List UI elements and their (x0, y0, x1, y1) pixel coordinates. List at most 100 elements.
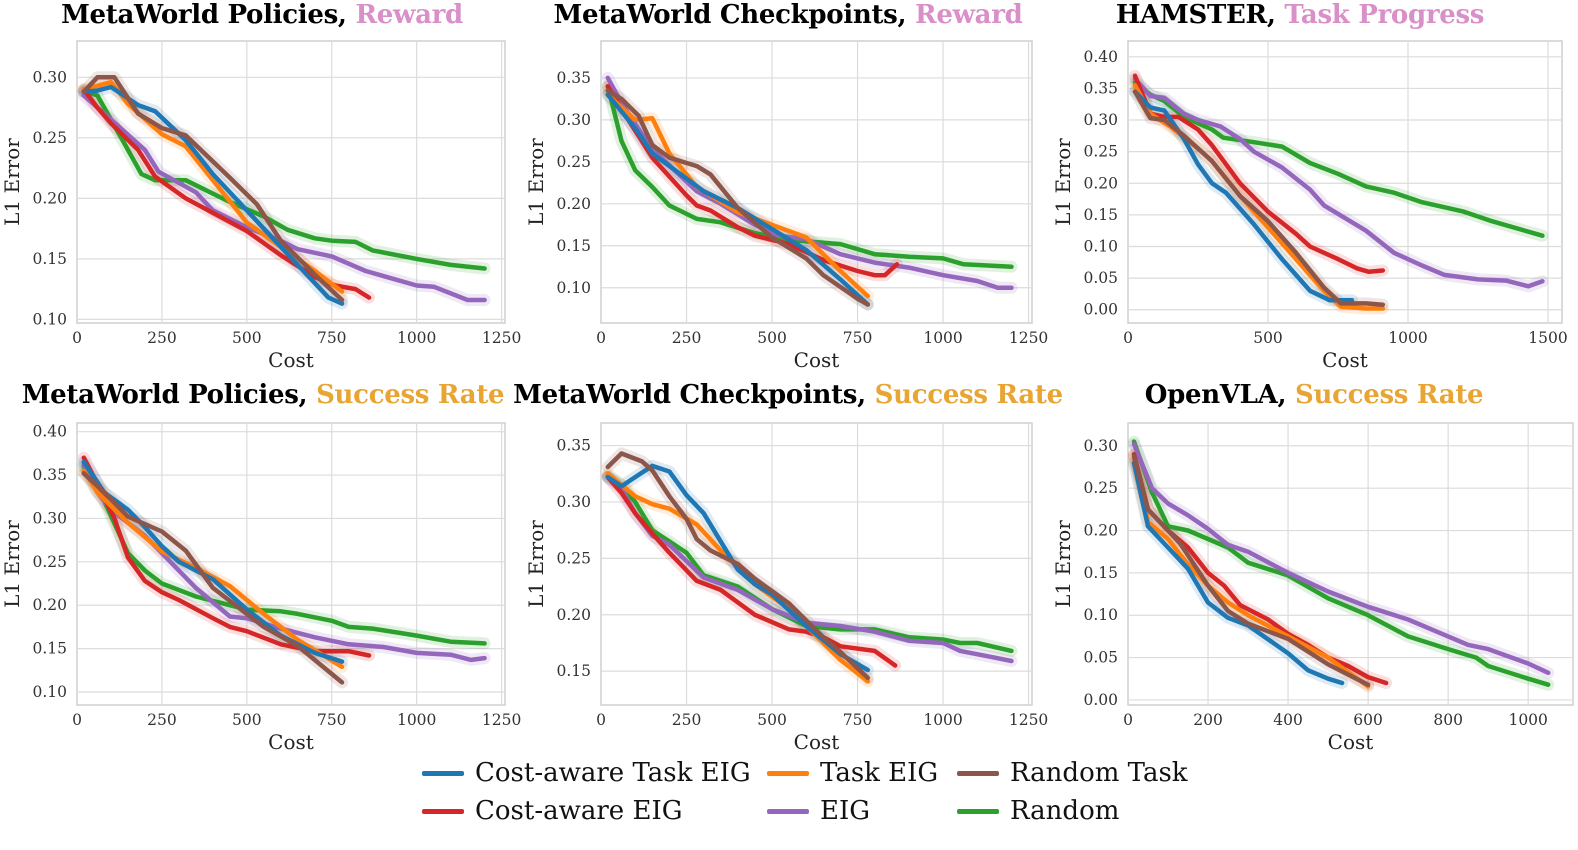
y-tick-label: 0.15 (32, 640, 67, 658)
legend-label: Cost-aware Task EIG (475, 758, 751, 788)
legend-item: Cost-aware EIG (422, 794, 767, 828)
y-axis-label: L1 Error (524, 138, 548, 226)
legend-swatch (767, 808, 809, 814)
title-metric: Reward (355, 0, 463, 30)
series-line-random-task (81, 471, 345, 685)
series-line-eig (605, 75, 1014, 291)
series-line-cost-aware-task-eig (81, 84, 345, 306)
subplot-2: 0 250 500 750 1000 1250 0.10 0.15 0.20 0.25 0.30 0.… (524, 40, 1048, 372)
y-tick-label: 0.00 (1083, 691, 1118, 709)
legend-swatch (422, 770, 464, 776)
x-tick-label: 750 (317, 329, 347, 347)
panel-title-5: MetaWorld Checkpoints, Success Rate (513, 380, 1063, 410)
title-main: MetaWorld Policies, (21, 380, 308, 410)
y-tick-label: 0.10 (1083, 606, 1118, 624)
x-tick-label: 0 (596, 711, 606, 729)
y-tick-label: 0.25 (1083, 479, 1118, 497)
legend-swatch (767, 770, 809, 776)
x-tick-label: 0 (596, 329, 606, 347)
x-tick-label: 500 (232, 711, 262, 729)
series-line-random-task (1131, 453, 1371, 687)
legend-item: Random (957, 794, 1197, 828)
series-line-task-eig (1131, 456, 1371, 689)
plot-area (600, 422, 1033, 706)
series-line-task-eig (605, 471, 871, 684)
x-axis-label: Cost (794, 730, 840, 754)
series-group (1129, 69, 1549, 315)
x-tick-label: 0 (72, 329, 82, 347)
legend-item: Task EIG (767, 756, 957, 790)
title-metric: Success Rate (316, 380, 505, 410)
y-tick-label: 0.30 (1083, 437, 1118, 455)
series-line-cost-aware-task-eig (1132, 89, 1355, 303)
x-tick-label: 500 (757, 329, 787, 347)
x-tick-label: 1000 (1508, 711, 1547, 729)
x-tick-label: 800 (1433, 711, 1463, 729)
title-main: MetaWorld Policies, (61, 0, 347, 30)
y-tick-label: 0.05 (1083, 649, 1118, 667)
series-line-cost-aware-eig (605, 84, 900, 278)
y-tick-label: 0.15 (1083, 206, 1118, 224)
x-axis-label: Cost (794, 348, 840, 372)
series-line-random (1131, 439, 1551, 687)
series-group (601, 447, 1018, 688)
panel-title-1: MetaWorld Policies, Reward (61, 0, 463, 30)
x-tick-label: 1250 (482, 711, 521, 729)
y-tick-label: 0.10 (32, 310, 67, 328)
x-tick-label: 1000 (923, 329, 962, 347)
legend-item: Random Task (957, 756, 1197, 790)
y-tick-label: 0.10 (1083, 237, 1118, 255)
y-tick-label: 0.25 (32, 129, 67, 147)
panel-title-6: OpenVLA, Success Rate (1145, 380, 1484, 410)
y-tick-label: 0.10 (32, 683, 67, 701)
legend-item: Cost-aware Task EIG (422, 756, 767, 790)
x-tick-label: 1000 (397, 711, 436, 729)
series-line-cost-aware-task-eig (605, 463, 871, 673)
x-tick-label: 0 (1123, 711, 1133, 729)
x-tick-label: 250 (147, 711, 177, 729)
legend-swatch (957, 808, 999, 814)
y-tick-label: 0.15 (32, 250, 67, 268)
y-tick-label: 0.30 (1083, 111, 1118, 129)
x-tick-label: 750 (843, 711, 873, 729)
series-line-random (1132, 79, 1545, 238)
legend-item: EIG (767, 794, 957, 828)
y-tick-label: 0.25 (556, 153, 591, 171)
series-line-eig (1132, 76, 1545, 289)
series-line-random-task (605, 88, 871, 307)
y-axis-label: L1 Error (0, 520, 24, 608)
y-tick-label: 0.40 (32, 423, 67, 441)
x-tick-label: 1000 (923, 711, 962, 729)
subplot-4: 0 250 500 750 1000 1250 0.10 0.15 0.20 0.25 0.30 0.… (0, 422, 521, 754)
y-tick-label: 0.20 (556, 606, 591, 624)
y-tick-label: 0.35 (556, 437, 591, 455)
panel-title-2: MetaWorld Checkpoints, Reward (553, 0, 1022, 30)
subplot-3: 0 500 1000 1500 0.00 0.05 0.10 0.15 0.20 0.25 0.30… (1051, 40, 1568, 372)
y-tick-label: 0.00 (1083, 301, 1118, 319)
title-main: HAMSTER, (1115, 0, 1276, 30)
x-tick-label: 750 (317, 711, 347, 729)
x-tick-label: 250 (672, 711, 702, 729)
legend-label: EIG (820, 796, 871, 826)
subplot-1: 0 250 500 750 1000 1250 0.10 0.15 0.20 0.25 0.30 Co… (0, 40, 521, 372)
x-tick-label: 750 (843, 329, 873, 347)
subplot-6: 0 200 400 600 800 1000 0.00 0.05 0.10 0.15 0.20 0.2… (1051, 422, 1574, 754)
legend-swatch (957, 770, 999, 776)
y-axis-label: L1 Error (0, 138, 24, 226)
y-tick-label: 0.05 (1083, 269, 1118, 287)
y-axis-label: L1 Error (1051, 520, 1075, 608)
series-group (77, 451, 491, 689)
series-group (77, 71, 491, 310)
y-tick-label: 0.35 (1083, 79, 1118, 97)
x-tick-label: 1250 (1009, 329, 1048, 347)
x-tick-label: 250 (147, 329, 177, 347)
x-axis-label: Cost (268, 348, 314, 372)
y-axis-label: L1 Error (1051, 138, 1075, 226)
y-tick-label: 0.25 (556, 549, 591, 567)
x-tick-label: 1250 (1009, 711, 1048, 729)
y-tick-label: 0.15 (1083, 564, 1118, 582)
y-tick-label: 0.15 (556, 662, 591, 680)
y-tick-label: 0.20 (556, 195, 591, 213)
series-line-cost-aware-task-eig (1131, 460, 1345, 686)
